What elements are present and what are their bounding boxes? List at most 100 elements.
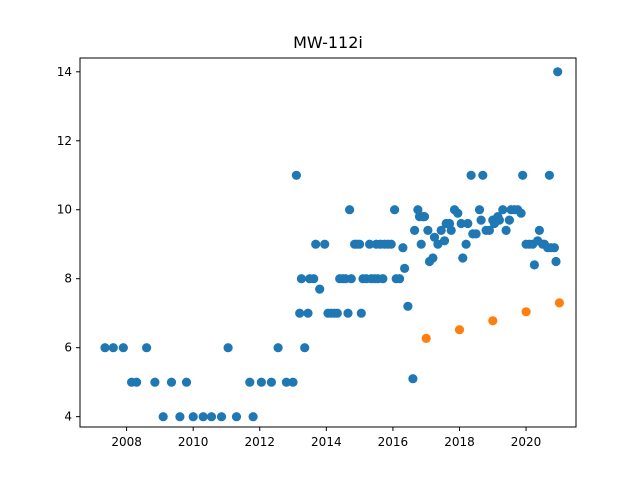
data-point (150, 377, 160, 387)
data-point (400, 263, 410, 273)
data-point (413, 205, 423, 215)
data-point (355, 239, 365, 249)
data-point (453, 208, 463, 218)
data-point (320, 239, 330, 249)
chart-title: MW-112i (293, 33, 363, 52)
data-point (248, 412, 258, 422)
data-point (175, 412, 185, 422)
data-point (166, 377, 177, 387)
data-point (423, 225, 433, 235)
data-point (484, 225, 494, 235)
series-1 (100, 67, 563, 422)
data-point (466, 170, 476, 180)
data-point (461, 239, 471, 249)
data-point (281, 377, 291, 387)
data-point (544, 170, 555, 180)
data-point (444, 218, 455, 229)
data-point (436, 225, 446, 235)
y-tick-label: 10 (57, 203, 72, 217)
data-point (408, 374, 418, 384)
data-point (132, 377, 142, 387)
points-layer (100, 67, 565, 422)
data-point (549, 243, 560, 253)
data-point (245, 377, 255, 387)
data-point (100, 343, 110, 353)
x-tick-label: 2020 (511, 435, 542, 449)
data-point (504, 215, 514, 225)
data-point (456, 218, 466, 229)
data-point (303, 308, 313, 318)
data-point (343, 308, 353, 318)
data-point (521, 307, 531, 317)
data-point (529, 260, 540, 270)
data-point (429, 232, 440, 242)
data-point (158, 412, 168, 422)
data-point (471, 229, 481, 239)
y-tick-label: 4 (64, 410, 72, 424)
data-point (463, 218, 473, 229)
data-point (346, 274, 356, 284)
data-point (554, 298, 565, 308)
data-point (231, 412, 242, 422)
data-point (291, 170, 301, 180)
data-point (501, 225, 511, 235)
data-point (516, 208, 526, 218)
data-point (309, 274, 319, 284)
plot-frame (79, 57, 577, 428)
data-point (410, 225, 420, 235)
data-point (188, 412, 198, 422)
x-tick-label: 2018 (444, 435, 475, 449)
data-point (458, 253, 468, 263)
data-point (403, 301, 413, 311)
data-point (428, 253, 438, 263)
data-point (378, 274, 388, 284)
x-tick-label: 2016 (378, 435, 409, 449)
data-point (256, 377, 266, 387)
data-point (118, 343, 128, 353)
data-point (390, 205, 400, 215)
data-point (386, 239, 396, 249)
y-tick-label: 12 (57, 134, 72, 148)
ticks-layer: 2008 2010 2012 2014 2016 2018 2020 4 6 8 10 12 14 (57, 65, 542, 449)
data-point (273, 343, 283, 353)
data-point (476, 215, 486, 225)
data-point (300, 343, 310, 353)
data-point (551, 256, 561, 267)
data-point (416, 239, 426, 249)
data-point (108, 343, 118, 353)
data-point (553, 67, 563, 77)
y-tick-label: 14 (57, 65, 72, 79)
data-point (216, 412, 227, 422)
data-point (439, 236, 450, 246)
data-point (498, 205, 508, 215)
data-point (223, 343, 233, 353)
data-point (534, 225, 545, 235)
y-tick-label: 6 (64, 341, 72, 355)
data-point (356, 308, 366, 318)
data-point (488, 316, 498, 326)
data-point (419, 212, 430, 222)
data-point (474, 205, 485, 215)
data-point (142, 343, 152, 353)
x-tick-label: 2014 (311, 435, 342, 449)
data-point (421, 333, 431, 343)
data-point (296, 274, 306, 284)
data-point (398, 243, 408, 253)
data-point (206, 412, 217, 422)
data-point (454, 325, 465, 335)
data-point (315, 284, 325, 294)
data-point (295, 308, 305, 318)
data-point (345, 205, 355, 215)
data-point (266, 377, 276, 387)
data-point (181, 377, 192, 387)
data-point (478, 170, 488, 180)
data-point (311, 239, 321, 249)
x-tick-label: 2012 (244, 435, 275, 449)
data-point (518, 170, 528, 180)
data-point (446, 225, 456, 235)
data-point (198, 412, 208, 422)
series-2 (421, 298, 565, 343)
data-point (365, 239, 375, 249)
x-tick-label: 2010 (178, 435, 209, 449)
